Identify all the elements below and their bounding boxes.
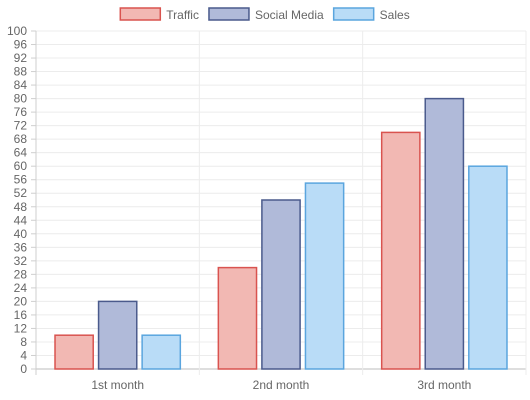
y-tick-label: 80 — [14, 92, 28, 106]
bars — [54, 97, 508, 370]
y-tick-label: 52 — [14, 186, 28, 200]
y-tick-label: 12 — [14, 321, 28, 335]
y-tick-label: 72 — [14, 119, 28, 133]
bar-sales — [468, 165, 508, 370]
y-tick-label: 96 — [14, 38, 28, 52]
y-tick-label: 64 — [14, 146, 28, 160]
y-tick-label: 76 — [14, 105, 28, 119]
axes — [31, 30, 36, 370]
bar-social-media — [261, 199, 301, 370]
y-tick-label: 8 — [20, 335, 27, 349]
y-tick-label: 0 — [20, 362, 27, 376]
y-tick-label: 100 — [7, 24, 27, 38]
x-tick-labels: 1st month 2nd month 3rd month — [91, 378, 471, 392]
legend-label: Traffic — [166, 8, 199, 22]
bar-social-media — [97, 300, 138, 370]
legend: Traffic Social Media Sales — [119, 7, 410, 22]
legend-item-social-media[interactable]: Social Media — [208, 7, 324, 22]
bar-social-media — [424, 97, 465, 370]
bar-traffic — [217, 266, 258, 370]
y-tick-label: 60 — [14, 159, 28, 173]
bar-sales — [141, 334, 182, 370]
legend-item-sales[interactable]: Sales — [332, 7, 410, 22]
y-tick-label: 20 — [14, 294, 28, 308]
legend-label: Sales — [380, 8, 410, 22]
legend-swatch — [119, 7, 162, 21]
y-tick-label: 24 — [14, 281, 28, 295]
legend-label: Social Media — [255, 8, 324, 22]
y-tick-label: 88 — [14, 65, 28, 79]
y-tick-label: 40 — [14, 227, 28, 241]
y-tick-labels: 0481216202428323640444852566064687276808… — [7, 24, 27, 376]
y-tick-label: 4 — [20, 348, 27, 362]
x-tick-label: 3rd month — [417, 378, 471, 392]
y-tick-label: 44 — [14, 213, 28, 227]
y-tick-label: 48 — [14, 200, 28, 214]
bar-traffic — [380, 131, 421, 370]
y-tick-label: 56 — [14, 173, 28, 187]
y-tick-label: 84 — [14, 78, 28, 92]
x-tick-label: 1st month — [91, 378, 144, 392]
legend-swatch — [208, 7, 250, 21]
y-tick-label: 32 — [14, 254, 28, 268]
bar-traffic — [54, 334, 94, 370]
y-tick-label: 28 — [14, 267, 28, 281]
y-tick-label: 68 — [14, 132, 28, 146]
x-tick-label: 2nd month — [253, 378, 310, 392]
y-tick-label: 92 — [14, 51, 28, 65]
legend-item-traffic[interactable]: Traffic — [119, 7, 199, 22]
y-tick-label: 36 — [14, 240, 28, 254]
y-tick-label: 16 — [14, 308, 28, 322]
legend-swatch — [332, 7, 375, 21]
bar-sales — [304, 182, 345, 370]
